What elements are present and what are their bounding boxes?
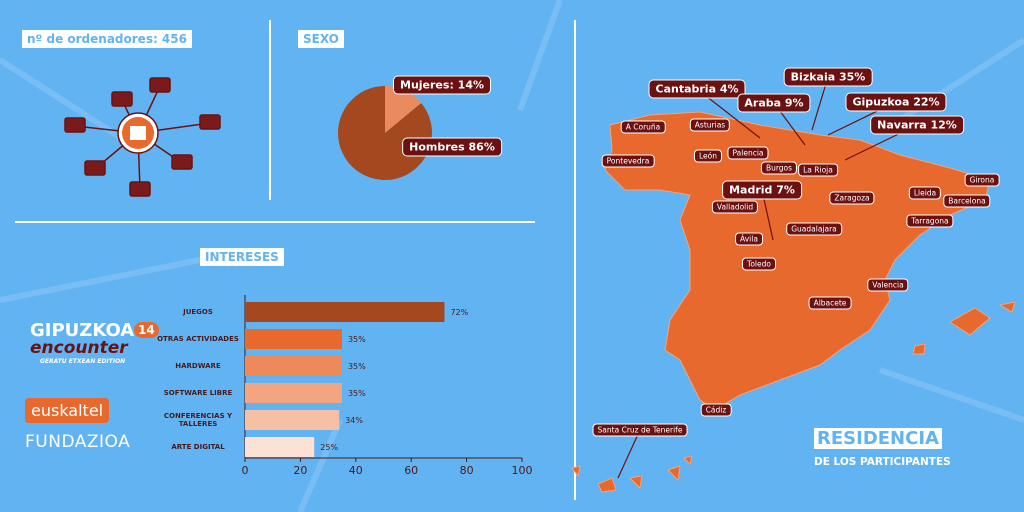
x-tick-label: 80: [460, 464, 474, 477]
pie-title: SEXO: [298, 30, 344, 48]
pie-label: Mujeres: 14%: [393, 75, 491, 95]
city-label: Girona: [964, 173, 1000, 187]
spain-map: [571, 111, 1016, 493]
region-label: Madrid 7%: [722, 180, 802, 200]
dividers: [15, 20, 576, 500]
city-label: Tarragona: [906, 214, 954, 228]
logo-edition: GERATU ETXEAN EDITION: [40, 358, 126, 365]
bar-value-label: 35%: [348, 362, 366, 371]
city-label: Pontevedra: [601, 154, 655, 168]
x-tick-label: 60: [404, 464, 418, 477]
category-label: ARTE DIGITAL: [171, 443, 225, 451]
region-label: Navarra 12%: [870, 115, 964, 135]
bar-value-label: 34%: [345, 416, 363, 425]
map-title: RESIDENCIA: [814, 428, 942, 449]
city-label: Lleida: [908, 186, 942, 200]
category-label: SOFTWARE LIBRE: [163, 389, 233, 397]
city-label: Valladolid: [711, 200, 759, 214]
bar-value-label: 72%: [450, 308, 468, 317]
category-label: HARDWARE: [175, 362, 221, 370]
bar: [245, 410, 340, 430]
region-label: Cantabria 4%: [648, 79, 746, 99]
city-label: León: [693, 149, 723, 163]
region-label: Gipuzkoa 22%: [845, 92, 947, 112]
city-label: Albacete: [808, 296, 852, 310]
x-tick-label: 0: [242, 464, 249, 477]
bar-value-label: 35%: [348, 335, 366, 344]
computers-count: nº de ordenadores: 456: [22, 30, 192, 48]
pie-label: Hombres 86%: [402, 137, 502, 157]
city-label: Burgos: [760, 161, 798, 175]
city-label: La Rioja: [798, 163, 838, 177]
bar-value-label: 25%: [320, 443, 338, 452]
city-label: Guadalajara: [786, 222, 842, 236]
logo-number: 14: [134, 322, 159, 338]
bar: [245, 356, 342, 376]
logo-sponsor1: euskaltel: [25, 398, 110, 423]
city-label: Santa Cruz de Tenerife: [592, 423, 688, 437]
city-label: A Coruña: [620, 120, 666, 134]
category-label: JUEGOS: [183, 308, 213, 316]
city-label: Valencia: [867, 278, 909, 292]
map-subtitle: DE LOS PARTICIPANTES: [814, 456, 951, 468]
bar: [245, 437, 315, 457]
city-label: Zaragoza: [829, 191, 875, 205]
bar: [245, 329, 342, 349]
network-icon: [64, 77, 221, 197]
bar: [245, 302, 445, 322]
category-label: OTRAS ACTIVIDADES: [157, 335, 239, 343]
x-tick-label: 40: [349, 464, 363, 477]
x-tick-label: 100: [512, 464, 533, 477]
city-label: Ávila: [735, 232, 763, 246]
city-label: Palencia: [727, 146, 769, 160]
city-label: Barcelona: [943, 194, 991, 208]
city-label: Cádiz: [700, 403, 732, 417]
logo-event: GIPUZKOA: [30, 320, 135, 341]
bar-title: INTERESES: [200, 248, 284, 266]
bar-value-label: 35%: [348, 389, 366, 398]
city-label: Toledo: [742, 257, 776, 271]
pie-slice: [385, 86, 422, 133]
region-label: Bizkaia 35%: [783, 67, 873, 87]
logo-event-sub: encounter: [30, 338, 128, 358]
city-label: Asturias: [689, 118, 731, 132]
logo-sponsor2: FUNDAZIOA: [25, 432, 131, 452]
region-label: Araba 9%: [737, 93, 811, 113]
category-label: CONFERENCIAS Y TALLERES: [163, 412, 233, 428]
x-tick-label: 20: [293, 464, 307, 477]
bar: [245, 383, 342, 403]
